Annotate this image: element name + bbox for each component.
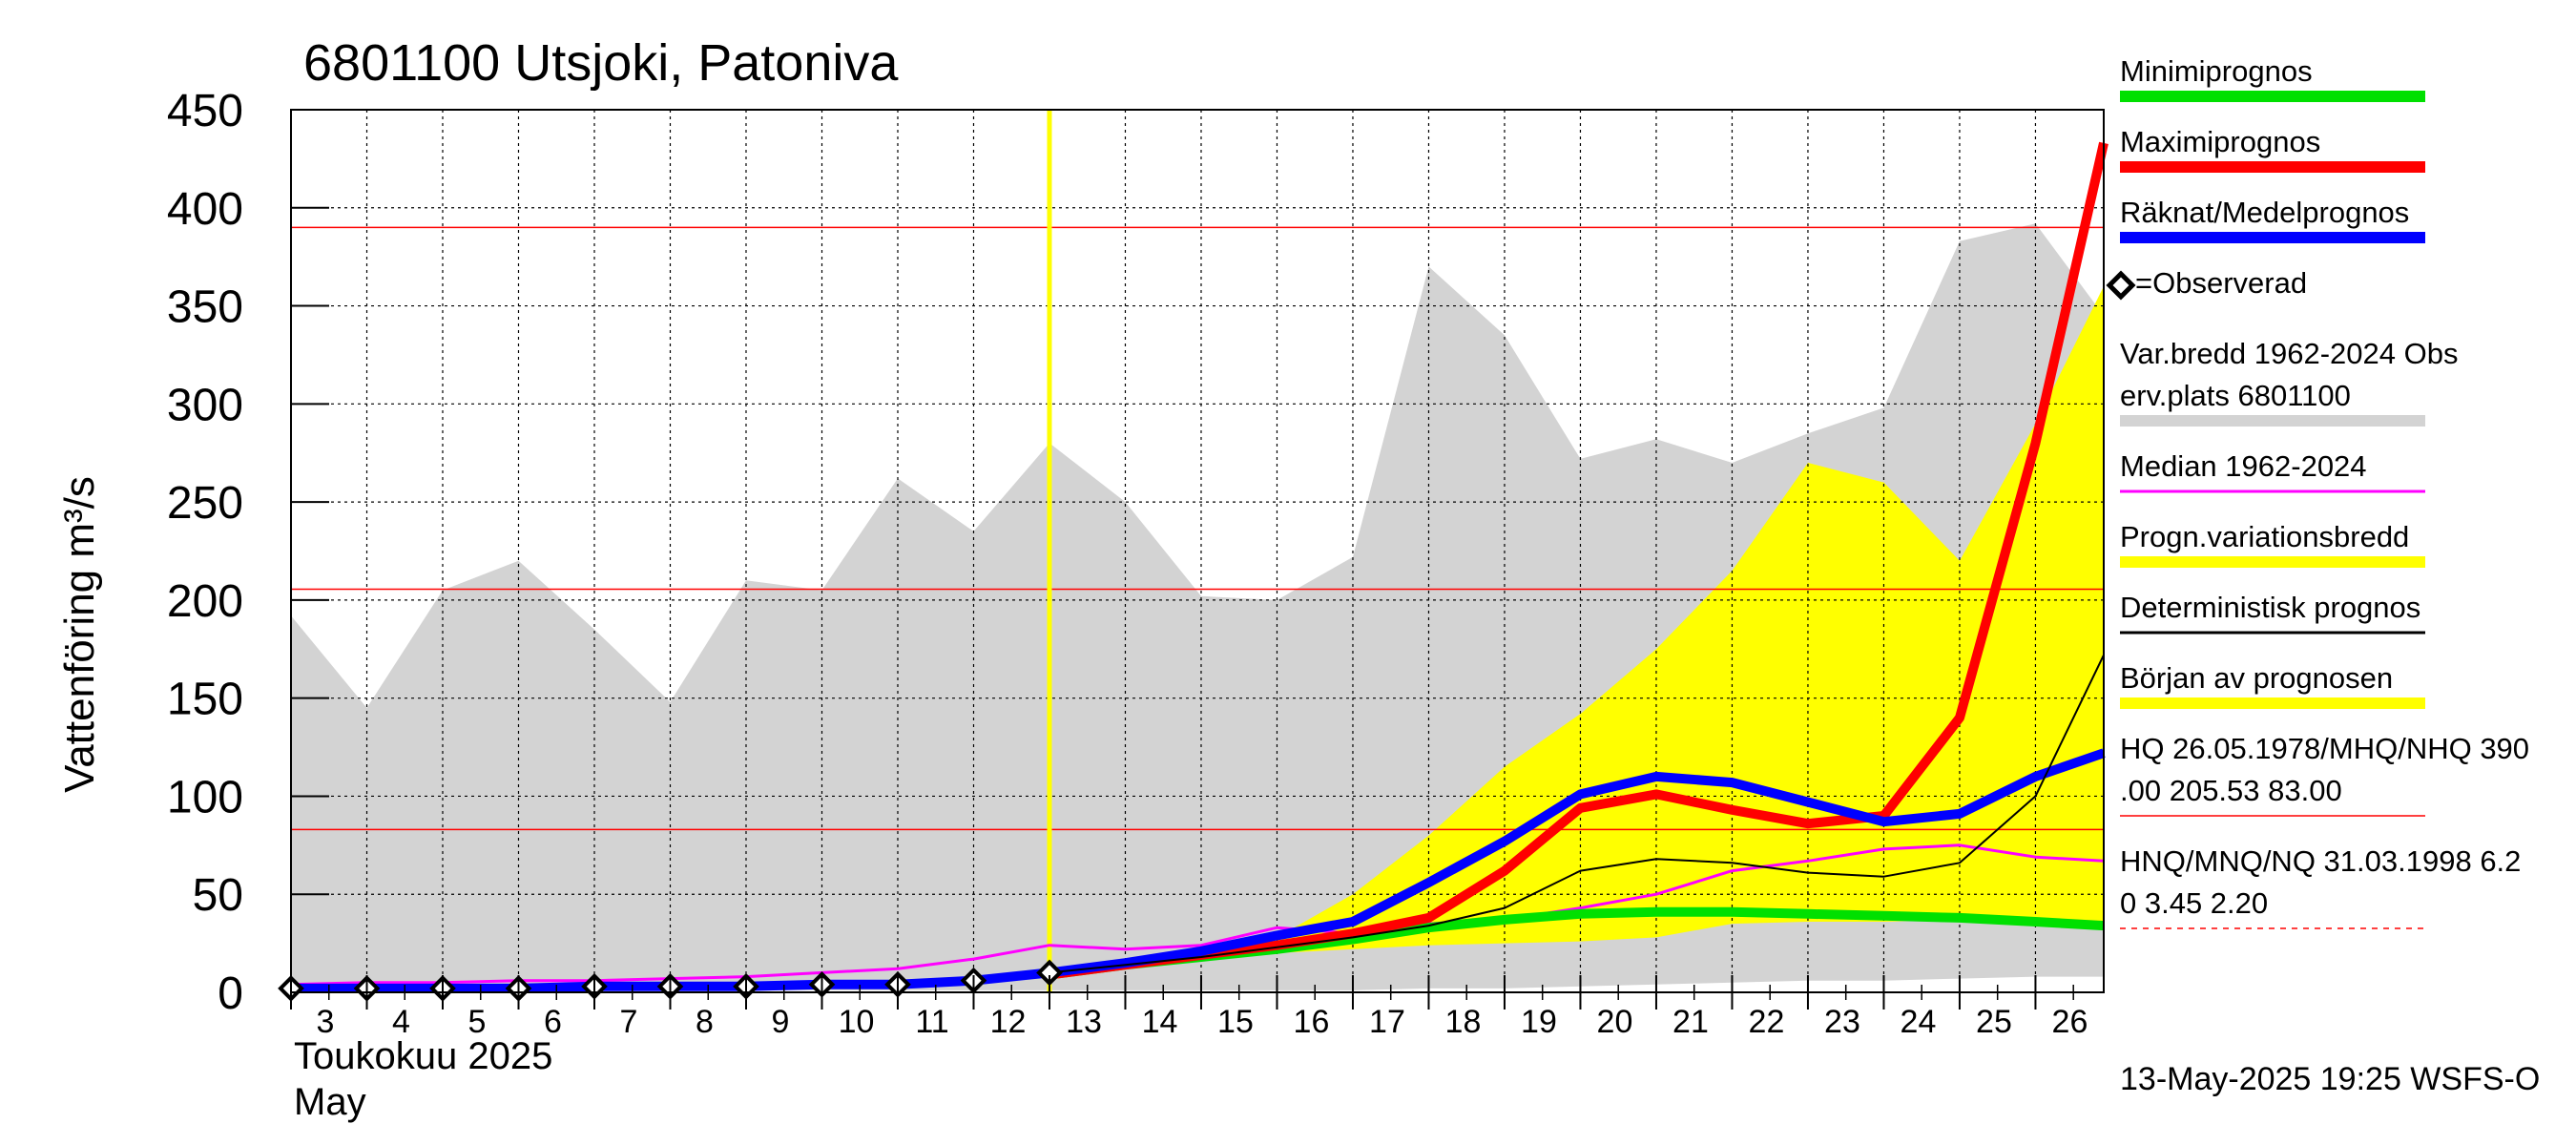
grid-layer xyxy=(290,109,2104,993)
x-tick-label: 10 xyxy=(839,1004,875,1040)
x-tick-label: 3 xyxy=(317,1004,335,1040)
x-tick-label: 17 xyxy=(1369,1004,1405,1040)
legend-label: Var.bredd 1962-2024 Obs xyxy=(2120,337,2458,370)
y-tick-label: 50 xyxy=(193,870,243,921)
y-tick-label: 200 xyxy=(167,576,243,627)
legend-label: =Observerad xyxy=(2135,266,2307,300)
x-axis-month-label: Toukokuu 2025 xyxy=(294,1035,552,1077)
x-tick-label: 11 xyxy=(915,1004,948,1040)
x-tick-label: 15 xyxy=(1217,1004,1254,1040)
x-tick-label: 21 xyxy=(1672,1004,1709,1040)
legend-item: Progn.variationsbredd xyxy=(2120,520,2425,568)
x-tick-label: 23 xyxy=(1824,1004,1860,1040)
series-line-maximiprognos xyxy=(1049,141,2109,980)
legend-item: Minimiprognos xyxy=(2120,54,2425,102)
chart-title: 6801100 Utsjoki, Patoniva xyxy=(303,34,899,92)
legend-label: Progn.variationsbredd xyxy=(2120,520,2409,553)
x-tick-label: 12 xyxy=(990,1004,1027,1040)
y-tick-label: 400 xyxy=(167,184,243,235)
y-tick-label: 0 xyxy=(218,968,243,1019)
legend-label: Minimiprognos xyxy=(2120,54,2313,88)
x-tick-label: 24 xyxy=(1901,1004,1937,1040)
y-tick-label: 300 xyxy=(167,380,243,430)
y-tick-label: 250 xyxy=(167,478,243,529)
x-tick-label: 22 xyxy=(1749,1004,1785,1040)
legend-label: HQ 26.05.1978/MHQ/NHQ 390 xyxy=(2120,732,2529,765)
y-tick-label: 350 xyxy=(167,282,243,333)
progn-variationsbredd-band xyxy=(1049,286,2104,975)
legend-item: HNQ/MNQ/NQ 31.03.1998 6.2 0 3.45 2.20 xyxy=(2120,844,2521,929)
legend-item: Räknat/Medelprognos xyxy=(2120,196,2425,243)
legend-item: =Observerad xyxy=(2106,266,2307,301)
x-tick-label: 13 xyxy=(1066,1004,1102,1040)
band-layer xyxy=(291,223,2104,990)
y-tick-label: 450 xyxy=(167,86,243,136)
legend-label: Maximiprognos xyxy=(2120,125,2320,158)
x-tick-label: 16 xyxy=(1294,1004,1330,1040)
legend-label: Median 1962-2024 xyxy=(2120,449,2367,483)
legend-label: Början av prognosen xyxy=(2120,661,2393,695)
legend-item: Median 1962-2024 xyxy=(2120,449,2425,493)
legend-label-2: erv.plats 6801100 xyxy=(2120,379,2351,412)
x-tick-label: 20 xyxy=(1597,1004,1633,1040)
x-tick-label: 26 xyxy=(2052,1004,2088,1040)
y-tick-label: 100 xyxy=(167,772,243,822)
x-tick-label: 7 xyxy=(620,1004,638,1040)
x-tick-label: 5 xyxy=(468,1004,487,1040)
legend-item: Början av prognosen xyxy=(2120,661,2425,709)
legend-label: Räknat/Medelprognos xyxy=(2120,196,2409,229)
y-tick-label: 150 xyxy=(167,675,243,725)
legend-item: Var.bredd 1962-2024 Obs erv.plats 6801100 xyxy=(2120,337,2458,427)
plot-frame xyxy=(290,109,2105,993)
x-tick-label: 4 xyxy=(392,1004,410,1040)
x-tick-label: 6 xyxy=(544,1004,562,1040)
legend-label-2: 0 3.45 2.20 xyxy=(2120,886,2268,920)
x-tick-label: 18 xyxy=(1445,1004,1482,1040)
legend-label: Deterministisk prognos xyxy=(2120,591,2420,624)
x-axis-month-label-en: May xyxy=(294,1081,366,1123)
x-tick-label: 19 xyxy=(1521,1004,1557,1040)
legend-observed-marker xyxy=(2106,270,2136,301)
legend-label: HNQ/MNQ/NQ 31.03.1998 6.2 xyxy=(2120,844,2521,878)
legend: Minimiprognos Maximiprognos Räknat/Medelpr… xyxy=(2106,54,2529,929)
x-tick-label: 25 xyxy=(1976,1004,2012,1040)
legend-item: Deterministisk prognos xyxy=(2120,591,2425,635)
legend-item: HQ 26.05.1978/MHQ/NHQ 390 .00 205.53 83.0… xyxy=(2120,732,2529,817)
x-tick-label: 9 xyxy=(772,1004,790,1040)
legend-label-2: .00 205.53 83.00 xyxy=(2120,774,2342,807)
series-line-deterministisk-prognos xyxy=(1049,654,2105,974)
observed-marker-layer xyxy=(278,959,1063,1002)
y-axis-label: Vattenföring m³/s xyxy=(56,476,103,793)
x-tick-label: 8 xyxy=(696,1004,714,1040)
x-tick-label: 14 xyxy=(1142,1004,1178,1040)
footer-timestamp: 13-May-2025 19:25 WSFS-O xyxy=(2120,1061,2540,1097)
axis-layer: 0 50 100 150 200 250 300 350 400 450 3 4 5 6 7 8 9 10 11 12… xyxy=(167,86,2105,1040)
reference-line-layer xyxy=(291,226,2104,831)
legend-item: Maximiprognos xyxy=(2120,125,2425,173)
